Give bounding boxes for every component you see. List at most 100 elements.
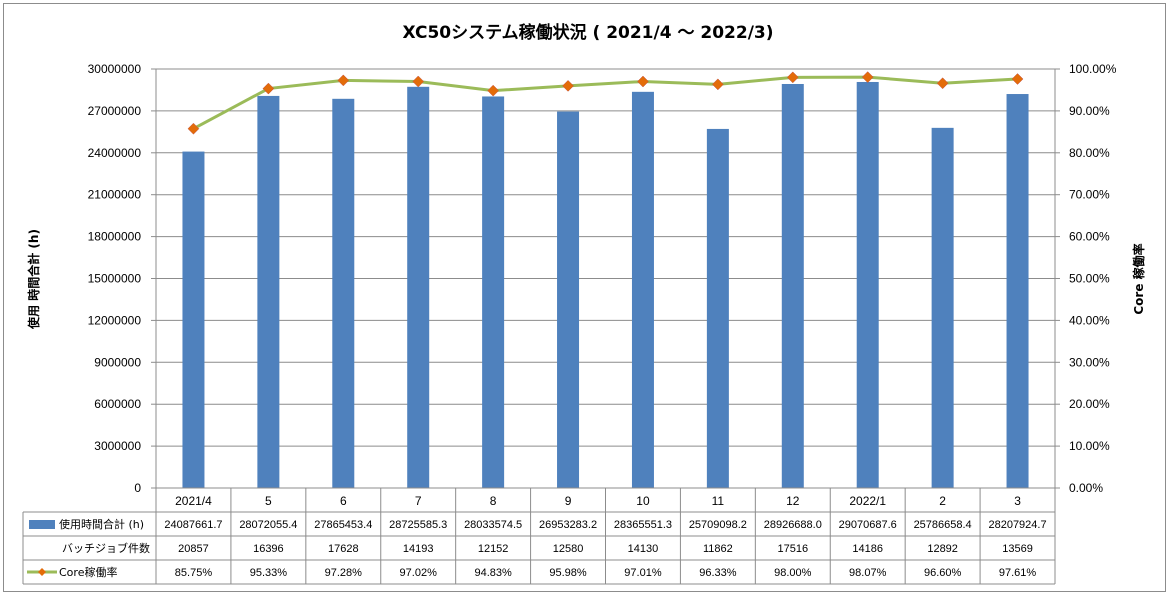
- line-point: [637, 75, 649, 88]
- line-point: [936, 77, 949, 90]
- x-tick-label: 12: [786, 494, 800, 508]
- bar: [557, 111, 580, 488]
- x-tick-label: 2022/1: [849, 494, 886, 508]
- y2-tick-label: 10.00%: [1069, 439, 1110, 453]
- x-tick-label: 9: [565, 494, 572, 508]
- bar: [856, 81, 879, 488]
- table-row-label: バッチジョブ件数: [62, 541, 150, 555]
- y-tick-label: 9000000: [94, 355, 141, 369]
- y-axis-title: 使用 時間合計 (h): [26, 229, 41, 330]
- x-tick-label: 3: [1014, 494, 1021, 508]
- y-tick-label: 15000000: [88, 272, 142, 286]
- table-cell: 20857: [178, 543, 209, 555]
- y2-tick-label: 50.00%: [1069, 272, 1110, 286]
- data-table: 2021/4 5 6 7 8 9 10 11 12 2022/1 2 3 使用時間合計 (h) 24087…: [22, 488, 1056, 585]
- y-tick-label: 24000000: [88, 146, 142, 160]
- x-tick-label: 5: [265, 494, 272, 508]
- line-point: [786, 71, 799, 84]
- table-cell: 95.33%: [250, 567, 288, 579]
- y2-tick-label: 0.00%: [1069, 481, 1103, 495]
- table-cell: 98.07%: [849, 567, 887, 579]
- y-tick-label: 21000000: [88, 188, 142, 202]
- table-cell: 13569: [1002, 543, 1033, 555]
- line-point: [337, 74, 350, 87]
- line-point: [562, 79, 574, 92]
- table-cell: 12892: [927, 543, 958, 555]
- table-cell: 28033574.5: [464, 519, 522, 531]
- line-point: [1011, 73, 1024, 85]
- y-tick-label: 30000000: [88, 62, 142, 76]
- legend-label: Core稼働率: [59, 565, 117, 579]
- table-cell: 97.02%: [400, 567, 438, 579]
- line-path: [192, 75, 1018, 131]
- bar: [1006, 94, 1029, 488]
- table-cell: 97.28%: [325, 567, 363, 579]
- x-tick-label: 7: [415, 494, 422, 508]
- x-tick-label: 2: [939, 494, 946, 508]
- bar: [631, 91, 654, 489]
- y2-tick-label: 60.00%: [1069, 230, 1110, 244]
- x-tick-label: 6: [340, 494, 347, 508]
- bar: [706, 128, 729, 488]
- table-cell: 97.61%: [999, 567, 1037, 579]
- table-cell: 24087661.7: [164, 519, 222, 531]
- bar: [781, 83, 804, 488]
- table-cell: 17628: [328, 543, 359, 555]
- y-tick-label: 6000000: [94, 397, 141, 411]
- table-cell: 85.75%: [175, 567, 213, 579]
- table-cell: 94.83%: [474, 567, 512, 579]
- table-cell: 25786658.4: [914, 519, 972, 531]
- y2-tick-label: 90.00%: [1069, 104, 1110, 118]
- x-tick-label: 10: [636, 494, 650, 508]
- y2-tick-label: 80.00%: [1069, 146, 1110, 160]
- table-cell: 14130: [628, 543, 659, 555]
- table-cell: 96.33%: [699, 567, 737, 579]
- table-cell: 16396: [253, 543, 284, 555]
- y-tick-label: 27000000: [88, 104, 142, 118]
- table-cell: 29070687.6: [839, 519, 897, 531]
- line-point: [412, 75, 425, 88]
- table-cell: 12580: [553, 543, 584, 555]
- table-cell: 28725585.3: [389, 519, 447, 531]
- bar: [407, 86, 430, 489]
- y2-axis-title: Core 稼働率: [1131, 243, 1146, 314]
- line-point: [262, 82, 275, 95]
- table-cell: 95.98%: [549, 567, 587, 579]
- table-cell: 17516: [777, 543, 808, 555]
- bar: [257, 95, 280, 489]
- y-tick-label: 3000000: [94, 439, 141, 453]
- table-cell: 28365551.3: [614, 519, 672, 531]
- table-cell: 28072055.4: [239, 519, 297, 531]
- line-point: [861, 71, 874, 83]
- table-cell: 26953283.2: [539, 519, 597, 531]
- y-tick-label: 12000000: [88, 313, 142, 327]
- x-tick-label: 8: [490, 494, 497, 508]
- y2-tick-label: 20.00%: [1069, 397, 1110, 411]
- line-point: [712, 78, 724, 91]
- legend-key-bar: [29, 520, 55, 529]
- y-tick-label: 0: [134, 481, 141, 495]
- table-cell: 25709098.2: [689, 519, 747, 531]
- table-cell: 11862: [703, 543, 733, 555]
- chart-title: XC50システム稼働状況 ( 2021/4 ～ 2022/3): [402, 22, 773, 43]
- table-cell: 14193: [403, 543, 434, 555]
- bar: [332, 98, 355, 488]
- table-cell: 12152: [478, 543, 509, 555]
- table-cell: 28207924.7: [988, 519, 1046, 531]
- line-point: [187, 122, 200, 135]
- legend-label: 使用時間合計 (h): [59, 517, 144, 531]
- table-cell: 96.60%: [924, 567, 962, 579]
- y2-tick-label: 100.00%: [1069, 62, 1117, 76]
- legend-key-marker: [38, 568, 46, 576]
- table-cell: 27865453.4: [314, 519, 372, 531]
- y2-tick-label: 30.00%: [1069, 355, 1110, 369]
- line-point: [487, 84, 499, 97]
- gridlines: [156, 68, 1055, 447]
- y2-tick-label: 70.00%: [1069, 188, 1110, 202]
- y2-tick-label: 40.00%: [1069, 313, 1110, 327]
- table-cell: 98.00%: [774, 567, 812, 579]
- bar: [482, 96, 505, 488]
- x-tick-label: 2021/4: [175, 494, 212, 508]
- bar: [182, 151, 205, 488]
